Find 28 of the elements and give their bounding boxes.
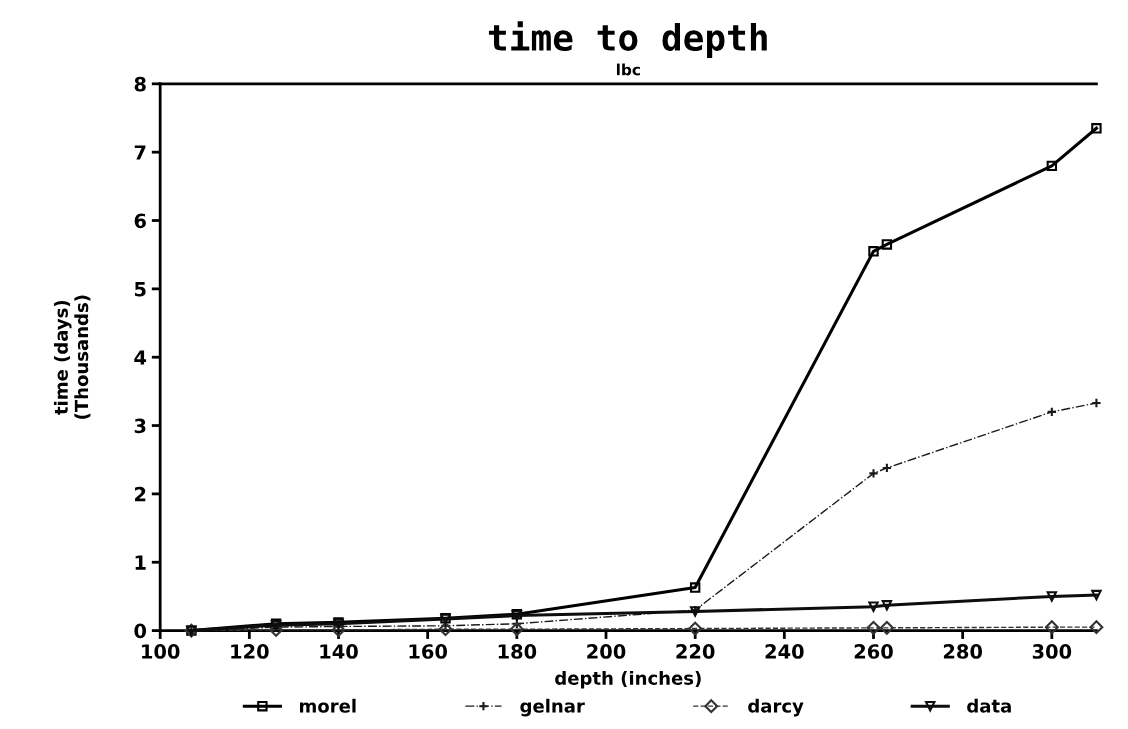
x-tick-label: 160 — [409, 644, 448, 659]
y-axis-title: time (days) (Thousands) — [53, 295, 91, 419]
x-tick-label: 180 — [498, 644, 537, 659]
x-tick-label: 260 — [854, 644, 893, 659]
x-tick-label: 120 — [231, 644, 269, 659]
x-tick-label: 240 — [765, 644, 804, 659]
x-tick-label: 280 — [943, 644, 983, 659]
chart-title: time to depth — [488, 21, 767, 59]
x-tick-label: 140 — [320, 644, 358, 659]
legend-label: morel — [299, 698, 356, 713]
x-axis-title: depth (inches) — [555, 670, 701, 689]
y-tick-label: 8 — [134, 76, 146, 92]
x-tick-label: 100 — [142, 644, 180, 659]
y-tick-label: 0 — [134, 623, 147, 639]
y-tick-label: 7 — [134, 145, 146, 160]
y-tick-label: 6 — [134, 213, 146, 229]
x-tick-label: 300 — [1032, 644, 1072, 659]
legend-label: gelnar — [520, 698, 585, 717]
x-tick-label: 200 — [587, 644, 626, 659]
x-tick-label: 220 — [676, 644, 715, 659]
y-tick-label: 4 — [134, 350, 147, 365]
legend-label: darcy — [748, 698, 804, 717]
legend-label: data — [967, 698, 1011, 713]
chart-subtitle: lbc — [616, 63, 640, 76]
y-tick-label: 2 — [134, 486, 146, 502]
y-tick-label: 5 — [134, 282, 146, 297]
y-tick-label: 3 — [134, 418, 146, 434]
y-tick-label: 1 — [135, 555, 146, 570]
